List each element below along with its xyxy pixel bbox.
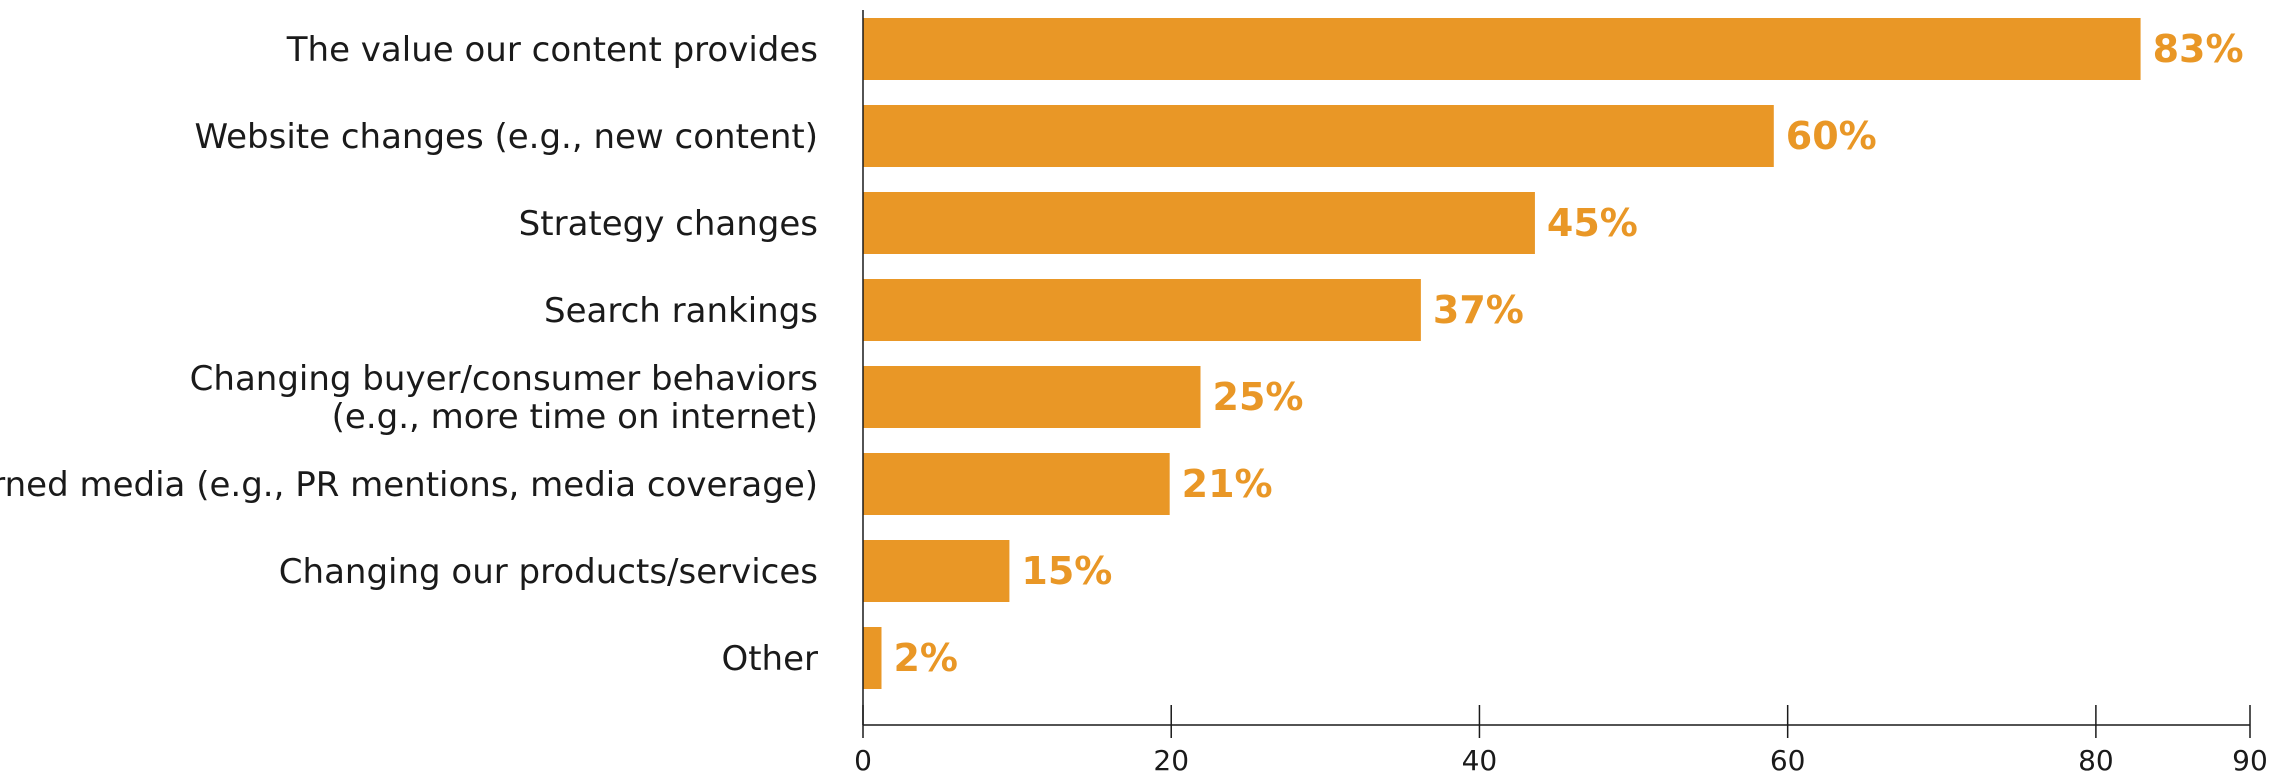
x-tick-label: 80 [2078, 744, 2114, 773]
bar [863, 18, 2141, 80]
value-label: 21% [1182, 462, 1273, 506]
x-tick-label: 20 [1153, 744, 1189, 773]
bar [863, 105, 1774, 167]
axes-group: 0 20 40 60 80 90 [854, 10, 2268, 773]
value-label: 15% [1021, 549, 1112, 593]
bar [863, 192, 1535, 254]
category-label: Earned media (e.g., PR mentions, media c… [0, 465, 818, 505]
category-label: Other [721, 639, 818, 679]
category-labels-group: The value our content provides Website ch… [0, 30, 818, 679]
x-tick-label: 0 [854, 744, 872, 773]
category-label: Search rankings [544, 291, 818, 331]
bar [863, 627, 882, 689]
x-tick-label: 40 [1462, 744, 1498, 773]
bar [863, 540, 1010, 602]
category-label: Changing our products/services [279, 552, 818, 592]
bar [863, 453, 1170, 515]
x-tick-label: 90 [2232, 744, 2268, 773]
category-label: Strategy changes [519, 204, 818, 244]
bar [863, 366, 1201, 428]
value-label: 60% [1786, 114, 1877, 158]
value-label: 45% [1547, 201, 1638, 245]
value-label: 83% [2153, 27, 2244, 71]
value-labels-group: 83% 60% 45% 37% 25% 21% 15% 2% [893, 27, 2243, 680]
x-tick-label: 60 [1770, 744, 1806, 773]
category-label: Changing buyer/consumer behaviors (e.g., … [190, 359, 818, 437]
bars-group [863, 18, 2141, 689]
value-label: 25% [1213, 375, 1304, 419]
category-label: The value our content provides [286, 30, 818, 70]
category-label: Website changes (e.g., new content) [194, 117, 818, 157]
value-label: 2% [893, 636, 958, 680]
value-label: 37% [1433, 288, 1524, 332]
bar [863, 279, 1421, 341]
